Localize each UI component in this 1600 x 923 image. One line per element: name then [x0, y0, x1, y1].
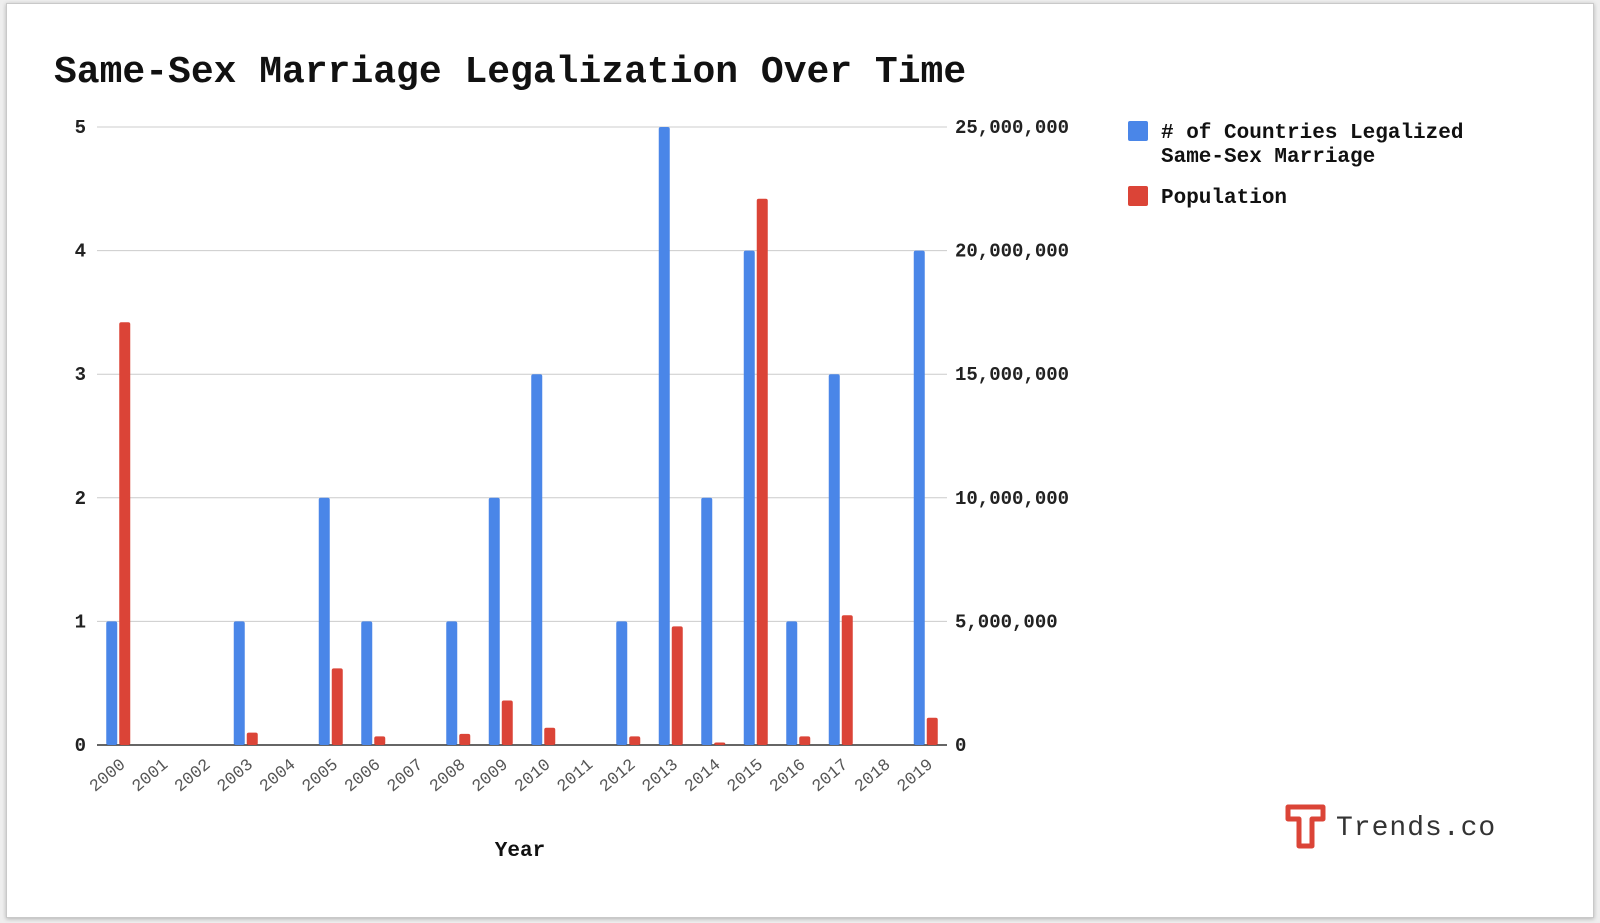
x-axis-tick-label: 2006 — [342, 756, 385, 797]
legend: # of Countries Legalized Same-Sex Marria… — [1128, 121, 1463, 210]
left-axis-tick-label: 1 — [75, 611, 86, 633]
bar-population-2008 — [459, 733, 471, 745]
x-axis-tick-label: 2012 — [597, 756, 640, 797]
x-axis-tick-label: 2005 — [299, 756, 342, 797]
bar-population-2006 — [374, 736, 386, 745]
x-axis-title: Year — [495, 840, 545, 863]
bar-countries-2003 — [233, 621, 245, 745]
legend-label-population: Population — [1161, 187, 1287, 210]
x-axis-tick-label: 2003 — [214, 756, 257, 797]
bar-countries-2014 — [701, 497, 713, 745]
right-axis-tick-label: 15,000,000 — [955, 364, 1069, 386]
bar-countries-2010 — [531, 374, 543, 745]
right-axis-tick-label: 10,000,000 — [955, 488, 1069, 510]
x-axis-tick-label: 2001 — [129, 756, 172, 797]
x-axis-tick-label: 2011 — [554, 756, 597, 797]
chart-card: Same-Sex Marriage Legalization Over Time… — [6, 3, 1594, 918]
bar-countries-2006 — [361, 621, 373, 745]
bar-countries-2008 — [446, 621, 458, 745]
legend-label-countries-line1: # of Countries Legalized — [1161, 122, 1463, 145]
x-axis-tick-label: 2016 — [767, 756, 810, 797]
bar-population-2013 — [671, 626, 683, 745]
x-axis-tick-label: 2013 — [639, 756, 682, 797]
x-axis-tick-label: 2015 — [724, 756, 767, 797]
right-axis-tick-label: 25,000,000 — [955, 117, 1069, 139]
x-axis-tick-label: 2018 — [852, 756, 895, 797]
bar-population-2000 — [119, 322, 131, 745]
right-axis-tick-label: 20,000,000 — [955, 241, 1069, 263]
bar-countries-2015 — [743, 250, 755, 745]
bar-countries-2016 — [786, 621, 798, 745]
x-axis-tick-label: 2000 — [87, 756, 130, 797]
legend-label-countries-line2: Same-Sex Marriage — [1161, 146, 1375, 169]
bar-population-2016 — [799, 736, 811, 745]
x-axis-tick-label: 2014 — [682, 756, 725, 797]
bars — [106, 127, 938, 746]
right-axis-tick-label: 0 — [955, 735, 966, 757]
bar-countries-2012 — [616, 621, 628, 745]
bar-countries-2009 — [488, 497, 500, 745]
right-axis-ticks: 0 5,000,000 10,000,000 15,000,000 20,000,000… — [955, 117, 1069, 757]
legend-swatch-countries — [1128, 121, 1148, 141]
bar-population-2017 — [841, 615, 853, 745]
bar-countries-2017 — [828, 374, 840, 745]
bar-population-2009 — [501, 700, 513, 745]
x-axis-tick-label: 2007 — [384, 756, 427, 797]
x-axis-tick-label: 2010 — [512, 756, 555, 797]
trends-logo-icon — [1285, 804, 1326, 849]
x-axis-tick-label: 2017 — [809, 756, 852, 797]
x-axis-tick-label: 2002 — [172, 756, 215, 797]
x-axis-tick-label: 2009 — [469, 756, 512, 797]
bar-countries-2000 — [106, 621, 118, 745]
bar-population-2010 — [544, 727, 556, 745]
chart-canvas: Same-Sex Marriage Legalization Over Time… — [54, 51, 1496, 863]
bar-population-2014 — [714, 742, 726, 745]
x-axis-tick-label: 2008 — [427, 756, 470, 797]
bar-population-2015 — [756, 198, 768, 746]
left-axis-tick-label: 3 — [75, 364, 86, 386]
left-axis-tick-label: 4 — [75, 241, 86, 263]
brand-name: Trends.co — [1336, 813, 1496, 844]
bar-countries-2005 — [318, 497, 330, 745]
left-axis-tick-label: 2 — [75, 488, 86, 510]
bar-population-2019 — [926, 717, 938, 745]
bar-population-2005 — [331, 668, 343, 745]
left-axis-tick-label: 5 — [75, 117, 86, 139]
x-axis-tick-label: 2019 — [894, 756, 937, 797]
bar-countries-2013 — [658, 127, 670, 745]
left-axis-tick-label: 0 — [75, 735, 86, 757]
bar-population-2012 — [629, 736, 641, 745]
brand-logo: Trends.co — [1285, 804, 1496, 849]
bar-countries-2019 — [913, 250, 925, 745]
gridlines — [97, 126, 947, 746]
chart-title: Same-Sex Marriage Legalization Over Time — [54, 51, 966, 94]
legend-swatch-population — [1128, 186, 1148, 206]
bar-population-2003 — [246, 732, 258, 745]
x-axis-ticks: 2000 2001 2002 2003 2004 2005 2006 2007 2008 2009… — [87, 756, 938, 797]
x-axis-tick-label: 2004 — [257, 756, 300, 797]
left-axis-ticks: 0 1 2 3 4 5 — [75, 117, 86, 757]
right-axis-tick-label: 5,000,000 — [955, 611, 1058, 633]
